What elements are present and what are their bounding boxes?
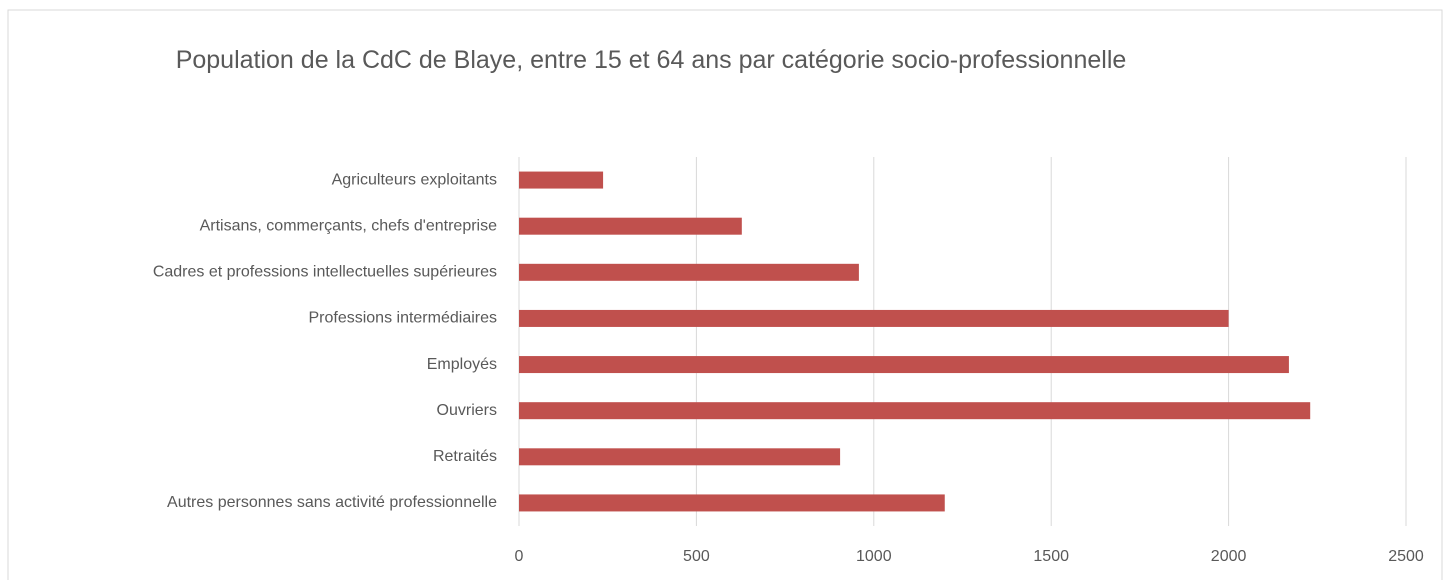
x-tick-label: 1000 [856, 548, 892, 565]
chart-title: Population de la CdC de Blaye, entre 15 … [175, 46, 1127, 74]
y-tick-label: Retraités [433, 448, 497, 465]
chart-border [7, 9, 1443, 580]
bar [519, 309, 1229, 327]
bar [519, 171, 604, 189]
x-tick-label: 500 [683, 548, 710, 565]
y-tick-label: Professions intermédiaires [308, 310, 497, 327]
bar [519, 217, 742, 235]
bar [519, 494, 945, 512]
y-tick-label: Artisans, commerçants, chefs d'entrepris… [200, 217, 497, 234]
x-tick-label: 1500 [1033, 548, 1069, 565]
bar [519, 356, 1289, 374]
x-tick-label: 2500 [1388, 548, 1424, 565]
bar [519, 448, 841, 466]
y-tick-label: Cadres et professions intellectuelles su… [153, 264, 497, 281]
x-tick-label: 0 [515, 548, 524, 565]
y-tick-label: Employés [427, 356, 497, 373]
y-tick-label: Autres personnes sans activité professio… [167, 494, 497, 511]
y-tick-label: Ouvriers [437, 402, 497, 419]
x-tick-label: 2000 [1211, 548, 1247, 565]
y-tick-label: Agriculteurs exploitants [332, 171, 497, 188]
bar [519, 263, 859, 281]
bar [519, 402, 1311, 420]
